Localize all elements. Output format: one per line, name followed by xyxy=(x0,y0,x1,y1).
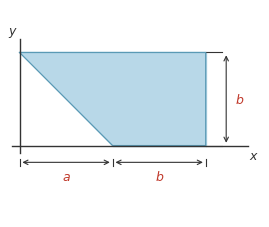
Polygon shape xyxy=(20,53,206,146)
Text: y: y xyxy=(8,25,16,37)
Text: x: x xyxy=(249,150,257,163)
Text: b: b xyxy=(155,170,163,183)
Text: b: b xyxy=(235,93,243,106)
Text: a: a xyxy=(62,170,70,183)
